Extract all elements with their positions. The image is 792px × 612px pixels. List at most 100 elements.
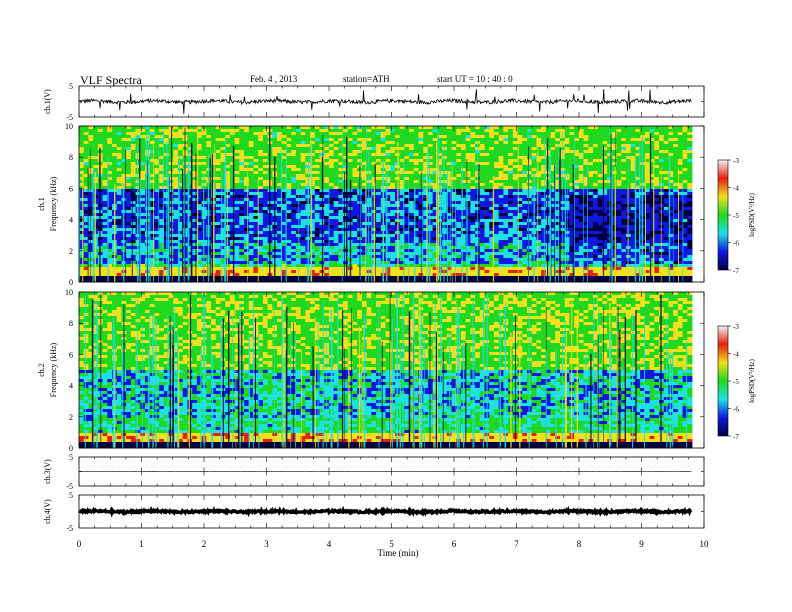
ch1-spectrogram-cell [371,159,377,163]
ch1-spectrogram-cell [173,174,179,178]
ch1-spectrogram-cell [173,201,179,205]
ch1-spectrogram-cell [413,180,419,184]
ch1-spectrogram-cell [229,192,236,196]
ch1-spectrogram-cell [248,216,254,220]
ch1-spectrogram-cell [300,174,306,178]
ch1-spectrogram-cell [262,132,269,136]
ch1-spectrogram-cell [677,231,683,235]
ch1-spectrogram-cell [333,219,339,223]
ch1-spectrogram-cell [192,156,198,160]
ch1-spectrogram-cell [220,192,226,196]
ch1-spectrogram-cell [508,135,514,139]
ch1-spectrogram-cell [592,201,599,205]
ch1-spectrogram-cell [225,144,231,148]
ch1-spectrogram-cell [602,225,608,229]
ch1-spectrogram-cell [465,177,471,181]
ch1-spectrogram-cell [192,219,198,223]
ch1-spectrogram-cell [470,237,476,241]
ch1-spectrogram-cell [569,189,575,193]
ch1-spectrogram-cell [130,150,136,154]
ch1-spectrogram-cell [409,153,415,157]
ch1-spectrogram-cell [682,153,688,157]
ch1-spectrogram-cell [442,216,448,220]
ch1-spectrogram-cell [239,195,245,199]
ch1-spectrogram-cell [286,168,292,172]
ch1-spectrogram-cell [583,198,589,202]
ch1-spectrogram-cell [97,135,103,139]
ch1-spectrogram-cell [211,177,217,181]
ch1-spectrogram-cell [215,195,221,199]
ch1-spectrogram-cell [644,186,650,190]
ch1-spectrogram-cell [107,168,113,172]
ch1-spectrogram-cell [682,210,688,214]
ch1-spectrogram-cell [668,150,674,154]
ch1-spectrogram-cell [324,150,330,154]
ch1-spectrogram-cell [173,159,179,163]
ch1-spectrogram-cell [220,228,226,232]
ch1-spectrogram-cell [126,183,132,187]
ch1-spectrogram-cell [178,174,184,178]
ch1-spectrogram-cell [578,147,584,151]
ch1-spectrogram-cell [630,210,636,214]
ch1-spectrogram-cell [602,162,608,166]
ch1-spectrogram-cell [687,183,693,187]
ch1-spectrogram-cell [621,231,627,235]
ch1-spectrogram-cell [677,180,683,184]
ch1-spectrogram-cell [484,162,490,166]
ch1-spectrogram-cell [324,213,330,217]
ch1-spectrogram-cell [630,204,636,208]
ch1-spectrogram-cell [234,135,240,139]
ch1-spectrogram-cell [493,168,500,172]
ch1-spectrogram-cell [446,213,452,217]
ch1-spectrogram-cell [522,162,528,166]
ch1-spectrogram-cell [281,228,287,232]
ch1-spectrogram-cell [625,162,632,166]
ch1-spectrogram-cell [597,174,603,178]
ch1-spectrogram-cell [602,216,608,220]
ch1-spectrogram-cell [83,210,89,214]
ch1-spectrogram-cell [404,177,410,181]
ch1-spectrogram-cell [687,189,693,193]
ch1-spectrogram-cell [635,174,641,178]
ch1-spectrogram-cell [625,144,632,148]
ch1-spectrogram-cell [333,183,339,187]
ch1-spectrogram-cell [116,144,122,148]
ch1-spectrogram-cell [621,213,627,217]
ch1-spectrogram-cell [253,129,259,133]
ch1-spectrogram-cell [248,189,254,193]
ch1-spectrogram-cell [130,219,136,223]
ch1-spectrogram-cell [621,186,627,190]
ch1-spectrogram-cell [456,144,462,148]
ch1-spectrogram-cell [206,138,212,142]
ch1-spectrogram-cell [239,132,245,136]
ch1-spectrogram-cell [592,180,599,184]
ch1-spectrogram-cell [564,132,570,136]
ch1-spectrogram-cell [159,180,165,184]
ch1-spectrogram-cell [333,147,339,151]
ch1-spectrogram-cell [578,210,584,214]
ch1-spectrogram-cell [460,198,467,202]
ch1-spectrogram-cell [489,222,495,226]
ch1-spectrogram-cell [83,216,89,220]
ch1-spectrogram-cell [446,135,452,139]
ch1-spectrogram-cell [404,180,410,184]
ch1-spectrogram-cell [149,213,155,217]
ch1-spectrogram-cell [149,234,155,238]
ch1-spectrogram-cell [281,147,287,151]
ch1-spectrogram-cell [460,135,467,139]
ch1-spectrogram-cell [635,228,641,232]
ch1-spectrogram-cell [192,141,198,145]
ch1-spectrogram-cell [451,231,457,235]
ch1-spectrogram-cell [140,231,146,235]
ch1-spectrogram-cell [135,177,141,181]
ch1-spectrogram-cell [277,171,283,175]
ch1-spectrogram-cell [178,171,184,175]
ch1-spectrogram-cell [479,159,485,163]
ch1-spectrogram-cell [456,153,462,157]
ch1-spectrogram-cell [83,192,89,196]
ch1-spectrogram-cell [578,213,584,217]
ch1-spectrogram-cell [361,153,368,157]
ch1-spectrogram-cell [503,135,509,139]
ch1-spectrogram-cell [649,135,655,139]
ch1-spectrogram-cell [479,147,485,151]
